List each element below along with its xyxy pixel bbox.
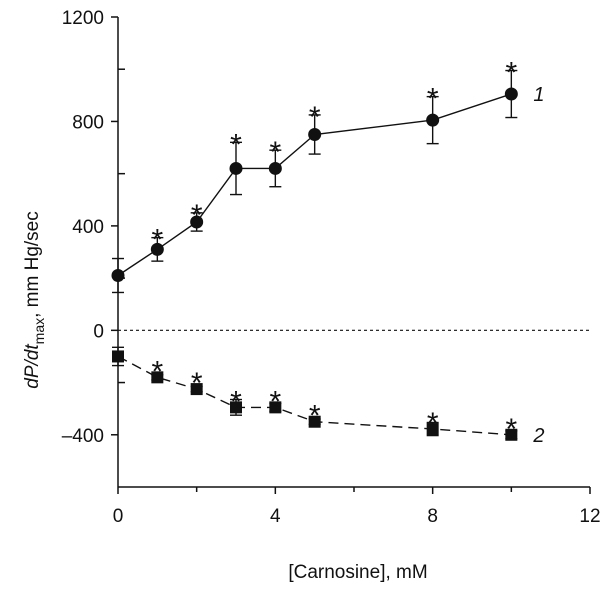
- significance-marker: *: [269, 385, 281, 418]
- y-axis-label-subscript: max: [31, 318, 47, 344]
- x-tick-label: 8: [427, 506, 438, 527]
- data-point: [308, 415, 321, 428]
- y-tick-label: 1200: [62, 8, 104, 29]
- data-point: [504, 87, 518, 101]
- significance-marker: *: [427, 407, 439, 440]
- y-axis-label-main: dP/dt: [22, 344, 43, 389]
- plot-area: * * * * * * * 1 * * * * * * * 2: [111, 57, 544, 447]
- series-1: * * * * * * * 1: [111, 57, 544, 294]
- data-point: [190, 215, 204, 229]
- series-label: 1: [533, 84, 544, 106]
- significance-marker: *: [151, 355, 163, 388]
- data-point: [426, 423, 439, 436]
- data-point: [190, 383, 203, 396]
- significance-marker: *: [230, 385, 242, 418]
- y-tick-label: 800: [72, 112, 104, 133]
- significance-marker: *: [427, 83, 439, 116]
- series-line: [117, 355, 512, 436]
- significance-marker: *: [191, 367, 203, 400]
- data-point: [112, 350, 124, 363]
- significance-marker: *: [505, 57, 517, 90]
- x-tick-label: 12: [579, 506, 600, 527]
- significance-marker: *: [191, 199, 203, 232]
- x-tick-label: 0: [113, 506, 124, 527]
- series-label: 2: [532, 425, 544, 447]
- series-2: * * * * * * * 2: [112, 346, 544, 447]
- data-point: [426, 113, 440, 127]
- data-point: [269, 401, 282, 414]
- data-point: [230, 401, 242, 414]
- y-tick-label: 400: [72, 217, 104, 238]
- significance-marker: *: [269, 136, 281, 169]
- data-point: [111, 269, 125, 282]
- x-axis-label: [Carnosine], mM: [288, 562, 427, 583]
- y-tick-label: –400: [62, 426, 104, 447]
- significance-marker: *: [309, 101, 321, 134]
- series-line: [117, 93, 512, 277]
- significance-marker: *: [505, 413, 517, 446]
- axes: [117, 17, 590, 488]
- x-tick-label: 4: [270, 506, 281, 527]
- data-point: [151, 371, 164, 384]
- data-point: [229, 161, 243, 175]
- data-point: [150, 242, 164, 256]
- data-point: [308, 128, 322, 141]
- y-tick-label: 0: [93, 321, 104, 342]
- y-axis-label: dP/dtmax, mm Hg/sec: [22, 211, 47, 388]
- significance-marker: *: [230, 128, 242, 161]
- significance-marker: *: [151, 224, 163, 257]
- data-point: [268, 161, 282, 175]
- y-axis-label-unit: , mm Hg/sec: [22, 211, 43, 318]
- data-point: [505, 428, 518, 441]
- significance-marker: *: [309, 400, 321, 433]
